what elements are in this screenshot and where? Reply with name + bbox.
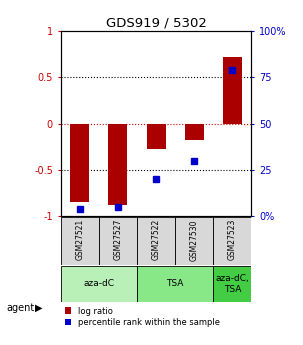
Bar (213, 217, 251, 265)
Bar (147, 124, 165, 149)
Text: aza-dC,
TSA: aza-dC, TSA (215, 274, 249, 294)
Text: GSM27530: GSM27530 (190, 219, 199, 260)
Bar (108, 124, 127, 205)
Bar (213, 266, 251, 302)
Bar (99, 217, 137, 265)
Text: aza-dC: aza-dC (83, 279, 114, 288)
Bar (137, 217, 175, 265)
Text: TSA: TSA (166, 279, 184, 288)
Bar (175, 217, 213, 265)
Text: agent: agent (6, 303, 34, 313)
Bar (137, 266, 213, 302)
Bar (61, 217, 99, 265)
Legend: log ratio, percentile rank within the sample: log ratio, percentile rank within the sa… (65, 307, 220, 327)
Bar (61, 266, 137, 302)
Bar (185, 124, 204, 140)
Bar (223, 57, 242, 124)
Text: ▶: ▶ (35, 303, 43, 313)
Title: GDS919 / 5302: GDS919 / 5302 (106, 17, 206, 30)
Text: GSM27522: GSM27522 (152, 219, 161, 260)
Text: GSM27521: GSM27521 (75, 219, 84, 260)
Bar (70, 124, 89, 202)
Text: GSM27523: GSM27523 (228, 219, 237, 260)
Text: GSM27527: GSM27527 (113, 219, 122, 260)
